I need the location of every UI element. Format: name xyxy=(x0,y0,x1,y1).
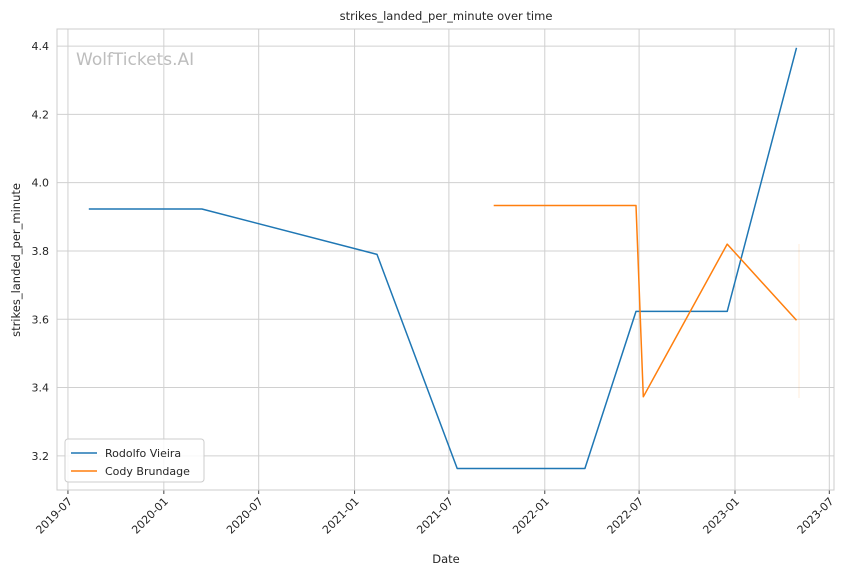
x-tick-label: 2021-01 xyxy=(320,495,362,537)
x-tick-label: 2022-07 xyxy=(605,495,647,537)
y-tick-label: 3.2 xyxy=(32,450,50,463)
legend-label: Cody Brundage xyxy=(105,465,190,478)
legend-box xyxy=(64,438,205,483)
y-tick-label: 4.4 xyxy=(32,40,50,53)
y-tick-label: 4.2 xyxy=(32,108,50,121)
y-tick-labels: 3.2 3.4 3.6 3.8 4.0 4.2 4.4 xyxy=(32,40,50,463)
y-tick-label: 3.6 xyxy=(32,313,50,326)
x-tick-label: 2021-07 xyxy=(414,495,456,537)
y-tick-label: 3.4 xyxy=(32,382,50,395)
x-tick-label: 2022-01 xyxy=(510,495,552,537)
series-lines xyxy=(88,47,798,470)
y-tick-label: 3.8 xyxy=(32,245,50,258)
y-axis-label: strikes_landed_per_minute xyxy=(9,183,23,337)
watermark: WolfTickets.AI xyxy=(76,50,194,70)
x-tick-label: 2023-07 xyxy=(795,495,837,537)
series-line-cody-brundage xyxy=(493,204,798,398)
x-tick-label: 2023-01 xyxy=(700,495,742,537)
series-line-rodolfo-vieira xyxy=(88,47,798,470)
x-axis-label: Date xyxy=(432,552,460,566)
x-tick-label: 2019-07 xyxy=(33,495,75,537)
plot-frame xyxy=(56,28,835,491)
legend-label: Rodolfo Vieira xyxy=(105,447,181,460)
y-tick-label: 4.0 xyxy=(32,177,50,190)
chart-title: strikes_landed_per_minute over time xyxy=(340,9,553,23)
x-tick-label: 2020-07 xyxy=(224,495,266,537)
x-tick-label: 2020-01 xyxy=(129,495,171,537)
x-tick-labels: 2019-07 2020-01 2020-07 2021-01 2021-07 2022-… xyxy=(33,495,836,537)
legend: Rodolfo Vieira Cody Brundage xyxy=(64,438,205,483)
